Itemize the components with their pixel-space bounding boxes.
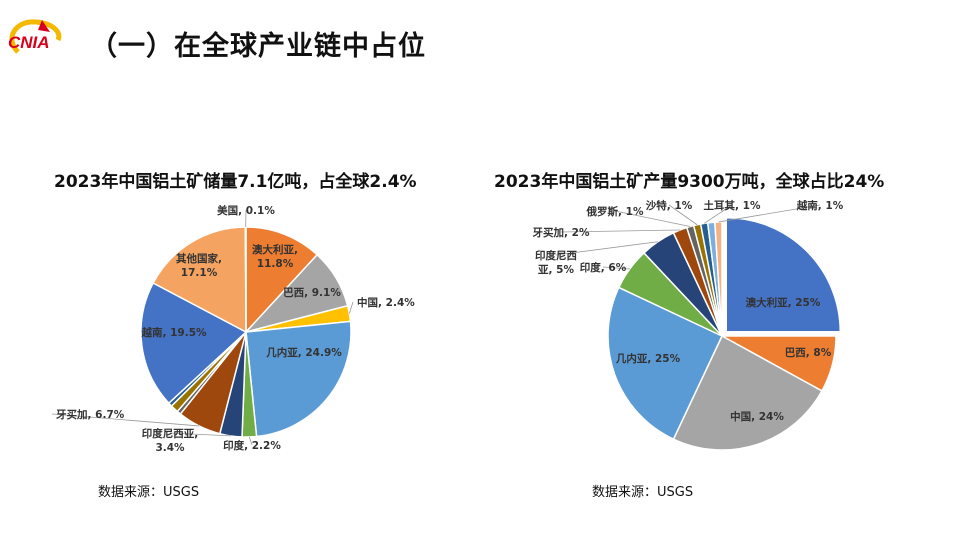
pie-slice-reserves-11	[152, 226, 247, 334]
pie-slice-production-0	[725, 217, 841, 333]
slice-data-label: 巴西, 8%	[785, 347, 832, 359]
leader-line	[703, 204, 733, 224]
pie-slice-production-3	[607, 286, 723, 441]
leader-line	[668, 204, 698, 226]
pie-slice-production-2	[672, 334, 823, 451]
slice-data-label: 印度尼西亚, 5%	[535, 249, 577, 276]
slice-data-label: 巴西, 9.1%	[283, 287, 341, 299]
leader-line	[555, 241, 658, 256]
slice-data-label: 越南, 19.5%	[140, 326, 207, 339]
slice-data-label: 澳大利亚, 11.8%	[252, 243, 298, 270]
leader-line	[718, 204, 821, 223]
slice-data-label: 俄罗斯, 1%	[586, 205, 644, 218]
reserves-pie-chart: 澳大利亚, 11.8% 巴西, 9.1% 中国, 2.4% 几内亚, 24.9% 印度, …	[51, 204, 415, 454]
leader-line	[169, 432, 231, 437]
source-note-reserves: 数据来源：USGS	[98, 485, 200, 500]
leader-line	[248, 436, 253, 446]
leader-line	[348, 301, 354, 314]
chart-title-reserves: 2023年中国铝土矿储量7.1亿吨，占全球2.4%	[54, 172, 417, 192]
slice-data-label: 中国, 24%	[730, 410, 784, 423]
leader-line	[51, 413, 200, 427]
slice-data-label: 印度, 6%	[580, 261, 627, 274]
slice-data-label: 几内亚, 24.9%	[266, 346, 342, 359]
slice-data-label: 印度, 2.2%	[223, 439, 281, 452]
slice-data-label: 中国, 2.4%	[357, 296, 415, 309]
slice-data-label: 其他国家, 17.1%	[176, 252, 222, 279]
slice-data-label: 美国, 0.1%	[217, 204, 275, 217]
pie-slice-reserves-10	[140, 281, 248, 405]
slice-data-label: 土耳其, 1%	[704, 199, 761, 212]
leader-line	[602, 266, 630, 270]
slice-data-label: 澳大利亚, 25%	[746, 296, 821, 309]
pie-slice-reserves-0	[245, 226, 319, 334]
slice-data-label: 几内亚, 25%	[616, 352, 681, 365]
pie-slice-reserves-3	[245, 320, 352, 438]
page-title: （一）在全球产业链中占位	[90, 31, 426, 62]
slice-data-label: 沙特, 1%	[646, 199, 693, 212]
slice-data-label: 牙买加, 6.7%	[56, 408, 125, 421]
source-note-production: 数据来源：USGS	[592, 485, 694, 500]
chart-title-production: 2023年中国铝土矿产量9300万吨，全球占比24%	[494, 172, 885, 192]
slice-data-label: 印度尼西亚, 3.4%	[142, 427, 199, 454]
slice-data-label: 牙买加, 2%	[533, 226, 590, 239]
slice-data-label: 越南, 1%	[796, 199, 844, 212]
logo-text: CNIA	[8, 33, 50, 52]
leader-line	[560, 229, 681, 233]
leader-line	[614, 210, 691, 227]
cnia-logo-icon: CNIA	[8, 19, 62, 54]
